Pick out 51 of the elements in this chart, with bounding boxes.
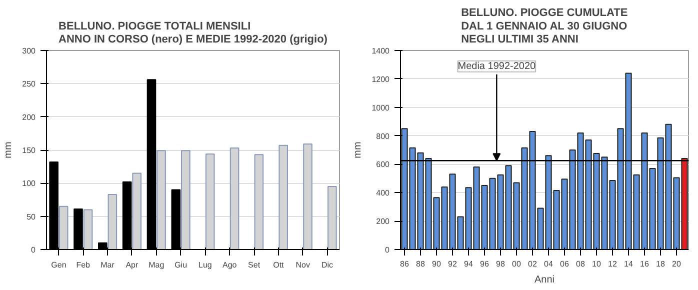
x-tick-label: Mar bbox=[100, 260, 115, 270]
x-tick-label: Ago bbox=[222, 260, 238, 270]
chart-title: BELLUNO. PIOGGE TOTALI MENSILI ANNO IN CORSO (nero) E MEDIE 1992-2020 (grigio) bbox=[58, 20, 328, 46]
y-tick-label: 1400 bbox=[372, 46, 390, 56]
x-tick-label: Nov bbox=[296, 260, 310, 270]
y-tick-label: 1200 bbox=[372, 74, 390, 84]
x-tick-label: 16 bbox=[640, 260, 650, 268]
x-tick-label: 18 bbox=[656, 260, 666, 268]
y-tick-label: 400 bbox=[376, 188, 390, 198]
ref-line-label: Media 1992-2020 bbox=[458, 60, 536, 72]
x-tick-label: 94 bbox=[464, 260, 474, 268]
y-tick-label: 200 bbox=[22, 112, 36, 122]
y-tick-label: 200 bbox=[376, 217, 390, 226]
x-tick-label: 92 bbox=[448, 260, 458, 268]
x-tick-label: 88 bbox=[416, 260, 426, 268]
y-tick-label: 250 bbox=[22, 80, 36, 89]
y-tick-label: 50 bbox=[26, 212, 36, 222]
x-tick-label: 00 bbox=[512, 260, 522, 268]
y-tick-label: 300 bbox=[22, 46, 36, 56]
y-tick-label: 0 bbox=[385, 246, 390, 254]
x-tick-label: 14 bbox=[624, 260, 634, 268]
x-tick-label: 96 bbox=[480, 260, 490, 268]
x-tick-label: 10 bbox=[592, 260, 602, 268]
x-tick-label: Ott bbox=[273, 260, 285, 270]
x-tick-label: 86 bbox=[400, 260, 410, 268]
y-tick-label: 100 bbox=[22, 179, 36, 188]
x-tick-label: 06 bbox=[560, 260, 570, 268]
y-tick-label: 1000 bbox=[372, 103, 390, 112]
y-tick-label: 600 bbox=[376, 160, 390, 170]
y-axis-title: mm bbox=[352, 142, 364, 158]
x-tick-label: 04 bbox=[544, 260, 554, 268]
x-tick-label: Apr bbox=[126, 260, 139, 270]
chart-title: BELLUNO. PIOGGE CUMULATE DAL 1 GENNAIO AL 30 GIUGNO NEGLI ULTIMI 35 ANNI bbox=[461, 7, 628, 46]
x-tick-label: 20 bbox=[672, 260, 682, 268]
x-tick-label: 12 bbox=[608, 260, 618, 268]
x-tick-label: Feb bbox=[76, 260, 91, 270]
x-tick-label: Gen bbox=[51, 260, 66, 270]
y-tick-label: 150 bbox=[22, 146, 36, 155]
y-tick-label: 0 bbox=[31, 246, 36, 254]
x-axis-title: Anni bbox=[534, 274, 555, 286]
x-tick-label: Lug bbox=[198, 260, 212, 270]
y-axis-title: mm bbox=[3, 142, 14, 158]
x-tick-label: 02 bbox=[528, 260, 538, 268]
x-tick-label: Giu bbox=[174, 260, 188, 270]
x-tick-label: 08 bbox=[576, 260, 586, 268]
x-tick-label: Mag bbox=[148, 260, 164, 270]
y-tick-label: 800 bbox=[376, 132, 390, 141]
x-tick-label: Dic bbox=[322, 260, 334, 270]
x-tick-label: 98 bbox=[496, 260, 506, 268]
x-tick-label: Set bbox=[248, 260, 261, 270]
x-tick-label: 90 bbox=[432, 260, 442, 268]
